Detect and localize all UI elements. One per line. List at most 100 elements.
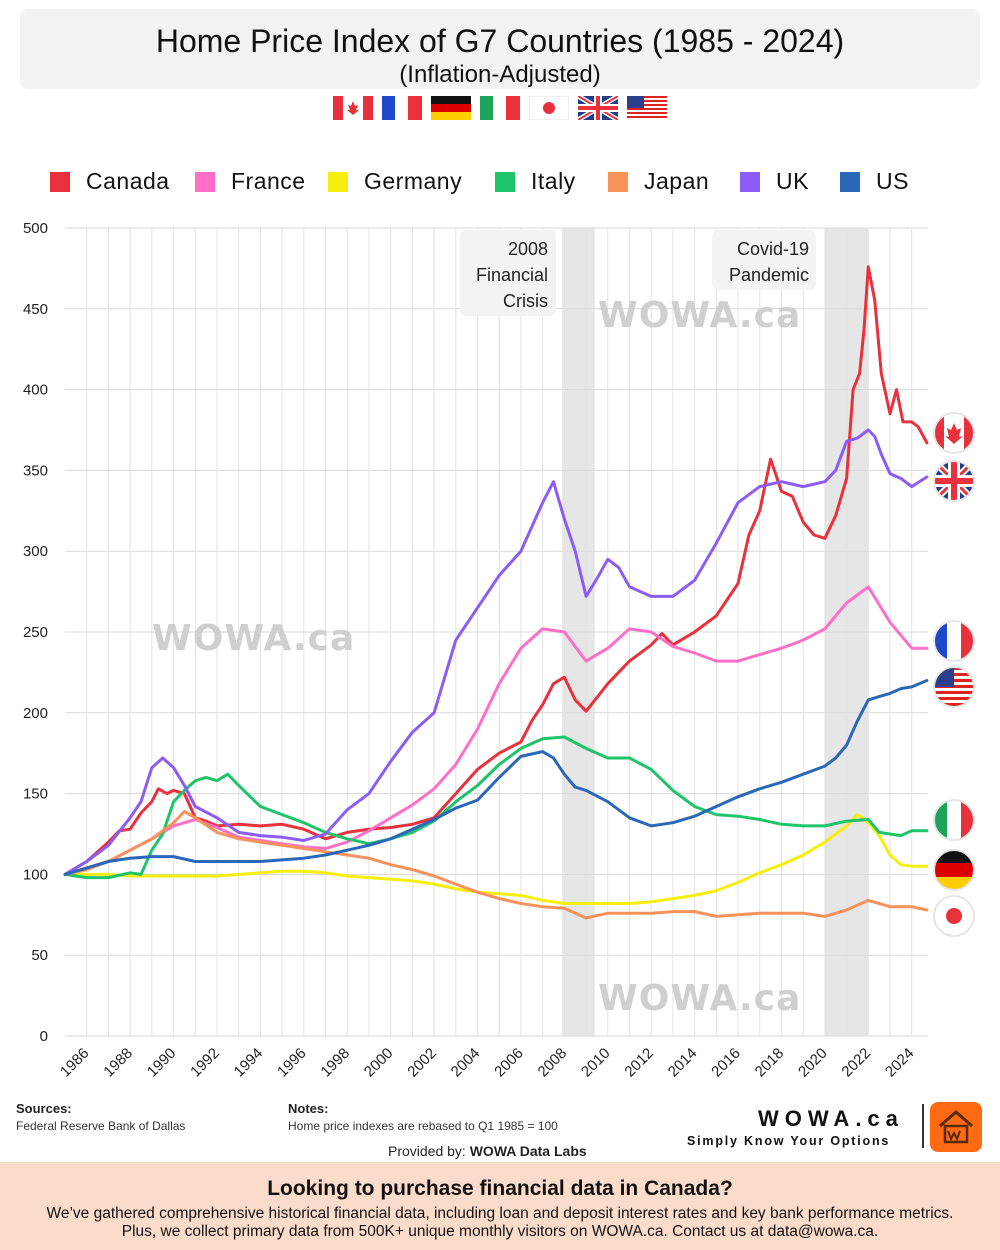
flag-part — [934, 703, 974, 706]
x-tick-label: 1998 — [317, 1045, 353, 1081]
x-tick-label: 1986 — [57, 1045, 93, 1081]
flag-japan-icon — [933, 895, 975, 937]
y-tick-label: 300 — [23, 543, 48, 560]
flag-france-icon — [382, 96, 422, 120]
x-tick-label: 1990 — [144, 1045, 180, 1081]
y-tick-label: 400 — [23, 382, 48, 399]
series-line-germany — [63, 813, 929, 905]
flag-ring — [933, 460, 975, 502]
x-tick-label: 2020 — [795, 1045, 831, 1081]
flag-part — [934, 863, 974, 877]
legend-swatch-italy — [495, 171, 515, 192]
x-tick-label: 2010 — [578, 1045, 614, 1081]
series-line-japan — [63, 809, 929, 920]
x-tick-label: 2016 — [708, 1045, 744, 1081]
brand-slogan: Simply Know Your Options — [687, 1134, 891, 1148]
sources-heading: Sources: — [16, 1101, 72, 1116]
crisis-annotation-line: Financial — [476, 265, 548, 285]
y-tick-label: 50 — [31, 947, 48, 964]
crisis-annotation-line: 2008 — [508, 239, 548, 259]
flag-part — [947, 800, 961, 840]
provided-by: Provided by: WOWA Data Labs — [388, 1143, 587, 1159]
crisis-annotation-line: Crisis — [503, 291, 548, 311]
series-line-italy — [63, 735, 929, 880]
x-tick-label: 1992 — [187, 1045, 223, 1081]
flag-canada-icon — [333, 96, 373, 120]
legend-item-france: France — [195, 168, 306, 195]
flag-uk-icon — [578, 96, 618, 120]
y-tick-label: 250 — [23, 624, 48, 641]
legend-label: France — [231, 168, 306, 194]
flag-part — [934, 413, 944, 453]
chart-legend: Canada France Germany Italy Japan UK US — [50, 168, 950, 198]
series-line-france — [63, 585, 929, 876]
flag-part — [934, 697, 974, 700]
covid-annotation-line: Pandemic — [729, 265, 809, 285]
notes-heading: Notes: — [288, 1101, 329, 1116]
provided-prefix: Provided by: — [388, 1143, 470, 1159]
x-tick-label: 2002 — [404, 1045, 440, 1081]
legend-swatch-france — [195, 171, 215, 192]
x-tick-label: 2012 — [621, 1045, 657, 1081]
brand-divider — [922, 1104, 924, 1148]
x-tick-label: 1988 — [100, 1045, 136, 1081]
provided-name: WOWA Data Labs — [469, 1143, 587, 1159]
footer-banner: Looking to purchase financial data in Ca… — [0, 1162, 1000, 1250]
y-tick-label: 150 — [23, 786, 48, 803]
flag-ring — [933, 620, 975, 662]
flag-italy-icon — [933, 799, 975, 841]
series-line-uk — [63, 428, 929, 876]
legend-swatch-uk — [740, 171, 760, 192]
flag-ring — [933, 799, 975, 841]
chart-title: Home Price Index of G7 Countries (1985 -… — [155, 23, 845, 59]
x-tick-label: 2018 — [752, 1045, 788, 1081]
flag-italy-icon — [480, 96, 520, 120]
flag-part — [934, 478, 974, 484]
flag-japan-icon — [529, 96, 569, 120]
legend-label: Canada — [86, 168, 170, 194]
x-tick-label: 2024 — [882, 1045, 918, 1081]
legend-item-italy: Italy — [495, 168, 576, 195]
flag-germany-icon — [933, 849, 975, 891]
crisis-annotation-box — [460, 230, 556, 316]
legend-label: UK — [776, 168, 809, 194]
notes-text: Home price indexes are rebased to Q1 198… — [288, 1119, 558, 1133]
covid-annotation-line: Covid-19 — [737, 239, 809, 259]
series-line-canada — [63, 265, 929, 876]
flag-ring — [933, 412, 975, 454]
legend-swatch-us — [840, 171, 860, 192]
house-logo-icon — [930, 1102, 982, 1152]
title-box: Home Price Index of G7 Countries (1985 -… — [20, 9, 980, 89]
covid-annotation-box — [712, 230, 816, 290]
x-tick-label: 2014 — [665, 1045, 701, 1081]
x-tick-label: 1994 — [231, 1045, 267, 1081]
header-flags — [0, 96, 1000, 120]
y-tick-label: 100 — [23, 866, 48, 883]
legend-label: Japan — [644, 168, 710, 194]
series-line-us — [63, 679, 929, 876]
legend-label: Italy — [531, 168, 576, 194]
flag-part — [934, 691, 974, 694]
y-tick-label: 200 — [23, 705, 48, 722]
y-tick-label: 450 — [23, 301, 48, 318]
sources-text: Federal Reserve Bank of Dallas — [16, 1119, 186, 1133]
flag-us-icon — [933, 666, 975, 708]
legend-label: US — [876, 168, 909, 194]
flag-body — [934, 413, 974, 453]
x-tick-label: 1996 — [274, 1045, 310, 1081]
flag-part — [947, 621, 961, 661]
flag-france-icon — [933, 620, 975, 662]
flag-body — [934, 896, 974, 936]
legend-swatch-canada — [50, 171, 70, 192]
legend-item-us: US — [840, 168, 909, 195]
flag-us-icon — [627, 96, 667, 120]
flag-part — [964, 413, 974, 453]
watermark-text: WOWA.ca — [598, 978, 801, 1019]
y-tick-label: 350 — [23, 462, 48, 479]
flag-ring — [933, 849, 975, 891]
legend-label: Germany — [364, 168, 463, 194]
legend-swatch-japan — [608, 171, 628, 192]
x-tick-label: 2022 — [839, 1045, 875, 1081]
watermark-text: WOWA.ca — [152, 618, 355, 659]
y-tick-label: 500 — [23, 220, 48, 237]
